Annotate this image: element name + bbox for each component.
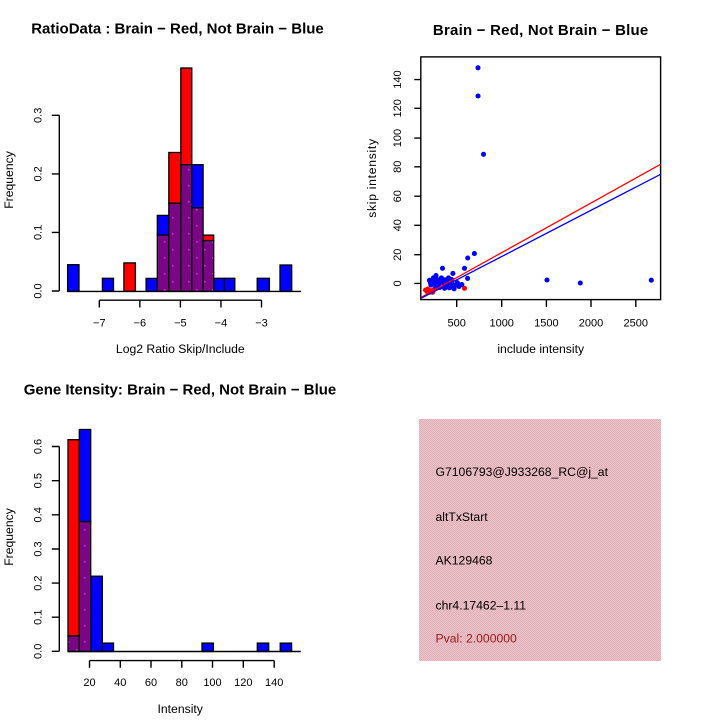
svg-text:120: 120	[234, 677, 252, 689]
svg-text:−5: −5	[174, 317, 187, 329]
svg-text:skip intensity: skip intensity	[365, 138, 379, 218]
svg-text:Pval: 2.000000: Pval: 2.000000	[436, 632, 518, 646]
svg-text:1500: 1500	[534, 317, 558, 329]
svg-text:AK129468: AK129468	[436, 554, 493, 568]
svg-text:0.5: 0.5	[33, 473, 45, 488]
svg-text:60: 60	[392, 190, 404, 202]
svg-text:0.2: 0.2	[33, 166, 45, 181]
svg-text:0.3: 0.3	[33, 541, 45, 556]
svg-text:Frequency: Frequency	[2, 507, 16, 565]
svg-text:20: 20	[392, 249, 404, 261]
svg-text:0.3: 0.3	[33, 108, 45, 123]
svg-text:2000: 2000	[579, 317, 603, 329]
svg-text:100: 100	[203, 677, 221, 689]
svg-text:1000: 1000	[489, 317, 513, 329]
svg-text:20: 20	[83, 677, 95, 689]
svg-text:Frequency: Frequency	[2, 150, 16, 208]
svg-text:Intensity: Intensity	[158, 702, 204, 716]
svg-text:include intensity: include intensity	[497, 342, 585, 356]
svg-text:80: 80	[392, 161, 404, 173]
svg-text:−3: −3	[255, 317, 268, 329]
svg-text:−6: −6	[134, 317, 147, 329]
svg-text:0.4: 0.4	[33, 507, 45, 522]
svg-text:80: 80	[176, 677, 188, 689]
svg-text:−4: −4	[215, 317, 228, 329]
svg-text:100: 100	[392, 129, 404, 147]
svg-text:chr4.17462–1.11: chr4.17462–1.11	[436, 599, 527, 613]
svg-text:120: 120	[392, 99, 404, 117]
svg-text:60: 60	[145, 677, 157, 689]
svg-text:0.6: 0.6	[33, 439, 45, 454]
svg-text:−7: −7	[93, 317, 106, 329]
svg-text:0: 0	[392, 280, 404, 286]
svg-text:0.1: 0.1	[33, 610, 45, 625]
svg-text:0.1: 0.1	[33, 225, 45, 240]
svg-text:2500: 2500	[624, 317, 648, 329]
svg-text:0.0: 0.0	[33, 644, 45, 659]
svg-text:Brain − Red, Not Brain − Blue: Brain − Red, Not Brain − Blue	[433, 22, 649, 39]
svg-text:500: 500	[448, 317, 466, 329]
svg-text:140: 140	[392, 70, 404, 88]
svg-text:Log2 Ratio Skip/Include: Log2 Ratio Skip/Include	[116, 342, 245, 356]
svg-text:altTxStart: altTxStart	[436, 510, 489, 524]
svg-text:0.2: 0.2	[33, 575, 45, 590]
svg-text:Gene Itensity: Brain − Red, No: Gene Itensity: Brain − Red, Not Brain − …	[24, 382, 337, 399]
svg-text:G7106793@J933268_RC@j_at: G7106793@J933268_RC@j_at	[436, 465, 609, 479]
svg-text:140: 140	[265, 677, 283, 689]
svg-text:40: 40	[392, 219, 404, 231]
svg-text:RatioData : Brain − Red, Not B: RatioData : Brain − Red, Not Brain − Blu…	[31, 21, 324, 38]
svg-text:40: 40	[114, 677, 126, 689]
svg-text:0.0: 0.0	[33, 283, 45, 298]
